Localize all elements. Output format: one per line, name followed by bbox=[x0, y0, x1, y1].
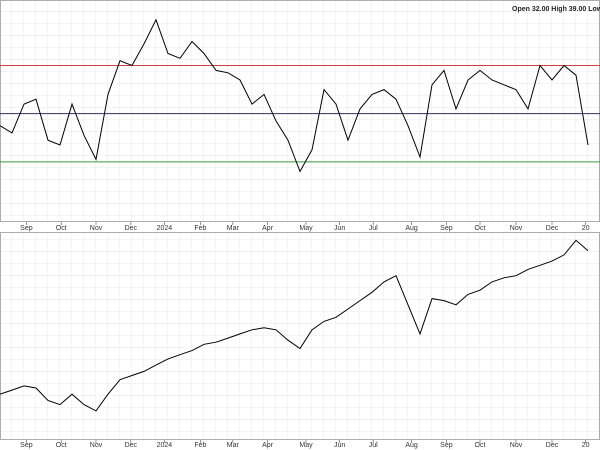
x-tick-label: Apr bbox=[262, 442, 274, 449]
grid bbox=[0, 0, 600, 222]
x-tick-label: Nov bbox=[90, 225, 103, 232]
x-tick-label: 2024 bbox=[157, 442, 173, 449]
x-tick-label: Dec bbox=[546, 225, 559, 232]
x-tick-label: Jul bbox=[369, 442, 378, 449]
x-tick-label: Oct bbox=[475, 442, 486, 449]
x-tick-label: May bbox=[299, 442, 313, 449]
x-tick-label: Sep bbox=[20, 225, 33, 232]
x-tick-label: Jul bbox=[369, 225, 378, 232]
grid bbox=[0, 232, 600, 440]
x-tick-label: Dec bbox=[125, 225, 138, 232]
x-tick-label: Mar bbox=[227, 225, 240, 232]
x-tick-label: Sep bbox=[20, 442, 33, 449]
x-tick-label: Aug bbox=[405, 225, 418, 232]
x-tick-label: Feb bbox=[194, 225, 206, 232]
x-tick-label: Apr bbox=[262, 225, 274, 232]
x-tick-label: Feb bbox=[194, 442, 206, 449]
x-tick-label: Mar bbox=[227, 442, 240, 449]
x-tick-label: Oct bbox=[56, 442, 67, 449]
x-tick-label: May bbox=[299, 225, 313, 232]
x-tick-label: Dec bbox=[125, 442, 138, 449]
x-tick-label: Nov bbox=[510, 442, 523, 449]
x-tick-label: Jun bbox=[334, 225, 345, 232]
x-tick-label: 2024 bbox=[157, 225, 173, 232]
x-tick-label: Nov bbox=[90, 442, 103, 449]
price-line bbox=[0, 18, 589, 173]
x-tick-label: Sep bbox=[440, 225, 453, 232]
x-tick-label: Aug bbox=[405, 442, 418, 449]
x-tick-label: Oct bbox=[56, 225, 67, 232]
x-tick-label: 20 bbox=[582, 225, 590, 232]
x-tick-label: Dec bbox=[546, 442, 559, 449]
x-tick-label: Oct bbox=[475, 225, 486, 232]
x-tick-label: Nov bbox=[510, 225, 523, 232]
x-tick-label: Jun bbox=[334, 442, 345, 449]
x-tick-label: Sep bbox=[440, 442, 453, 449]
price-line bbox=[0, 239, 589, 412]
header-info: Open 32.00 High 39.00 Low 3 bbox=[512, 6, 600, 13]
x-tick-label: 20 bbox=[582, 442, 590, 449]
